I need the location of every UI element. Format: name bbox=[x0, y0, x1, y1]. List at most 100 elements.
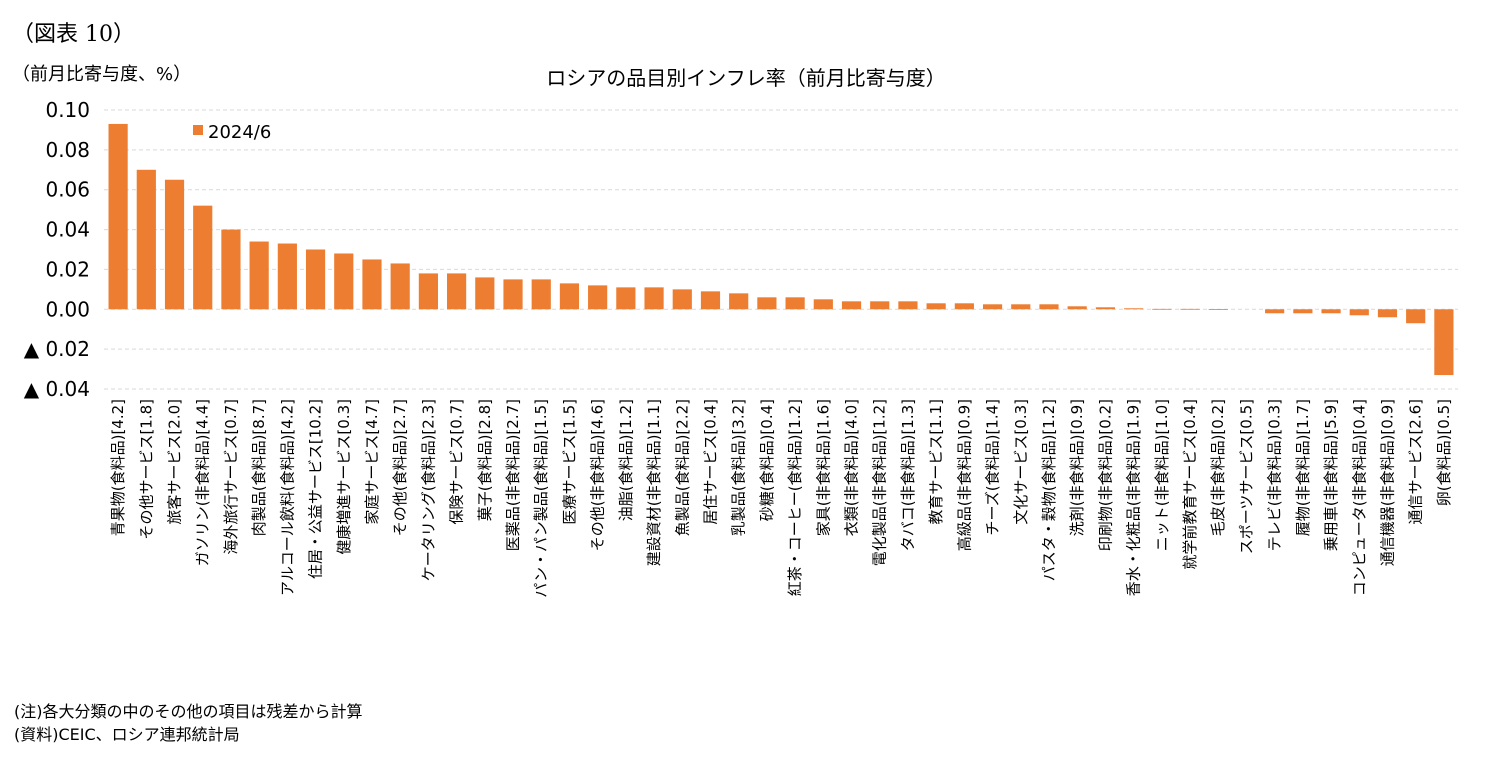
bar bbox=[277, 243, 297, 310]
y-tick-label: 0.08 bbox=[45, 138, 90, 162]
x-category-label: スポーツサービス[0.5] bbox=[1237, 399, 1255, 554]
bar bbox=[757, 297, 777, 310]
x-category-label: 住居・公益サービス[10.2] bbox=[307, 399, 325, 579]
bar bbox=[249, 241, 269, 310]
x-category-label: 魚製品(食料品)[2.2] bbox=[673, 399, 691, 536]
x-category-label: 衣類(非食料品)[4.0] bbox=[843, 399, 861, 536]
x-category-label: 医薬品(非食料品)[2.7] bbox=[504, 399, 522, 551]
bar bbox=[616, 287, 636, 310]
x-category-label: 電化製品(非食料品)[1.2] bbox=[871, 399, 889, 566]
y-tick-label: 0.04 bbox=[45, 218, 90, 242]
source-text: (資料)CEIC、ロシア連邦統計局 bbox=[14, 725, 240, 744]
x-category-label: 家庭サービス[4.7] bbox=[363, 399, 381, 525]
legend-swatch bbox=[193, 125, 203, 135]
x-category-label: 紅茶・コーヒー(食料品)[1.2] bbox=[786, 399, 804, 596]
x-category-label: 砂糖(食料品)[0.4] bbox=[758, 399, 776, 521]
bar bbox=[813, 299, 833, 310]
x-category-label: ニット(非食料品)[1.0] bbox=[1153, 399, 1171, 551]
bar bbox=[1349, 309, 1369, 316]
x-category-label: タバコ(非食料品)[1.3] bbox=[899, 399, 917, 551]
x-category-label: 就学前教育サービス[0.4] bbox=[1181, 399, 1199, 570]
x-category-label: チーズ(食料品)[1.4] bbox=[984, 399, 1002, 536]
bar bbox=[334, 253, 354, 310]
bar bbox=[164, 179, 185, 310]
note-text: (注)各大分類の中のその他の項目は残差から計算 bbox=[14, 702, 363, 721]
bar bbox=[1067, 306, 1087, 310]
bar bbox=[729, 293, 749, 310]
x-category-label: 毛皮(非食料品)[0.2] bbox=[1209, 399, 1227, 536]
bar bbox=[1180, 308, 1200, 310]
bar bbox=[841, 301, 862, 310]
y-tick-label: 0.10 bbox=[45, 98, 90, 122]
x-category-label: 家具(非食料品)[1.6] bbox=[814, 399, 832, 536]
bar bbox=[1152, 308, 1172, 310]
bar bbox=[475, 277, 495, 310]
bar bbox=[644, 287, 664, 310]
x-category-label: 青果物(食料品)[4.2] bbox=[109, 399, 127, 536]
bar bbox=[305, 249, 326, 310]
x-category-label: 油脂(食料品)[1.2] bbox=[617, 399, 635, 521]
bar bbox=[672, 289, 692, 310]
x-category-label: 乗用車(非食料品)[5.9] bbox=[1322, 399, 1340, 551]
x-category-label: その他サービス[1.8] bbox=[137, 399, 155, 540]
bar bbox=[503, 279, 523, 310]
bar bbox=[785, 297, 805, 310]
bar bbox=[1265, 309, 1285, 314]
bar bbox=[1124, 308, 1144, 310]
bar bbox=[1434, 309, 1454, 376]
x-category-label: 教育サービス[1.1] bbox=[927, 399, 945, 525]
x-category-label: その他(非食料品)[4.6] bbox=[589, 399, 607, 551]
bar bbox=[193, 205, 213, 310]
x-category-label: 履物(非食料品)[1.7] bbox=[1294, 399, 1312, 536]
bar bbox=[926, 303, 946, 310]
chart-title: ロシアの品目別インフレ率（前月比寄与度） bbox=[546, 66, 946, 90]
y-axis-unit-label: （前月比寄与度、%） bbox=[12, 64, 192, 85]
bar bbox=[1208, 309, 1228, 310]
bar bbox=[1293, 309, 1313, 314]
bar bbox=[1039, 304, 1059, 310]
x-category-label: ケータリング(食料品)[2.3] bbox=[419, 399, 437, 581]
figure-label: （図表 10） bbox=[12, 22, 135, 47]
x-category-label: 通信機器(非食料品)[0.9] bbox=[1378, 399, 1396, 566]
x-category-label: 海外旅行サービス[0.7] bbox=[222, 399, 240, 555]
bar bbox=[108, 123, 128, 310]
bar bbox=[1011, 304, 1031, 310]
y-tick-label: 0.00 bbox=[45, 297, 90, 321]
bar bbox=[136, 169, 156, 310]
bar bbox=[1377, 309, 1398, 318]
x-category-label: 健康増進サービス[0.3] bbox=[335, 399, 353, 555]
y-tick-label: ▲ 0.04 bbox=[24, 377, 90, 401]
x-category-label: 保険サービス[0.7] bbox=[448, 399, 466, 525]
bar bbox=[390, 263, 410, 310]
y-tick-label: ▲ 0.02 bbox=[24, 337, 90, 361]
bar bbox=[898, 301, 918, 310]
bar bbox=[982, 304, 1003, 310]
x-category-label: パン・パン製品(食料品)[1.5] bbox=[532, 399, 550, 598]
bar bbox=[1321, 309, 1341, 314]
x-category-label: 旅客サービス[2.0] bbox=[166, 399, 184, 525]
x-category-label: パスタ・穀物(食料品)[1.2] bbox=[1040, 399, 1058, 581]
bar bbox=[870, 301, 890, 310]
x-category-label: 文化サービス[0.3] bbox=[1012, 399, 1030, 525]
x-category-label: 印刷物(非食料品)[0.2] bbox=[1096, 399, 1114, 551]
bar bbox=[700, 291, 721, 310]
x-category-label: テレビ(非食料品)[0.3] bbox=[1266, 399, 1284, 551]
x-category-label: ガソリン(非食料品)[4.4] bbox=[194, 399, 212, 566]
bar bbox=[588, 285, 608, 310]
x-category-label: その他(食料品)[2.7] bbox=[391, 399, 409, 536]
bar bbox=[559, 283, 580, 310]
x-category-label: 香水・化粧品(非食料品)[1.9] bbox=[1125, 399, 1143, 596]
x-category-label: 卵(食料品)[0.5] bbox=[1435, 399, 1453, 506]
bar bbox=[531, 279, 551, 310]
bar bbox=[362, 259, 382, 310]
x-category-label: 建設資材(非食料品)[1.1] bbox=[645, 399, 663, 566]
y-tick-label: 0.06 bbox=[45, 178, 90, 202]
footnotes: (注)各大分類の中のその他の項目は残差から計算 (資料)CEIC、ロシア連邦統計… bbox=[14, 700, 363, 746]
bar bbox=[221, 229, 241, 310]
bar bbox=[418, 273, 438, 310]
x-category-label: 高級品(非食料品)[0.9] bbox=[955, 399, 973, 551]
x-category-label: 菓子(食料品)[2.8] bbox=[476, 399, 494, 521]
x-category-label: アルコール飲料(食料品)[4.2] bbox=[278, 399, 296, 596]
x-category-label: 乳製品(食料品)[3.2] bbox=[730, 399, 748, 536]
